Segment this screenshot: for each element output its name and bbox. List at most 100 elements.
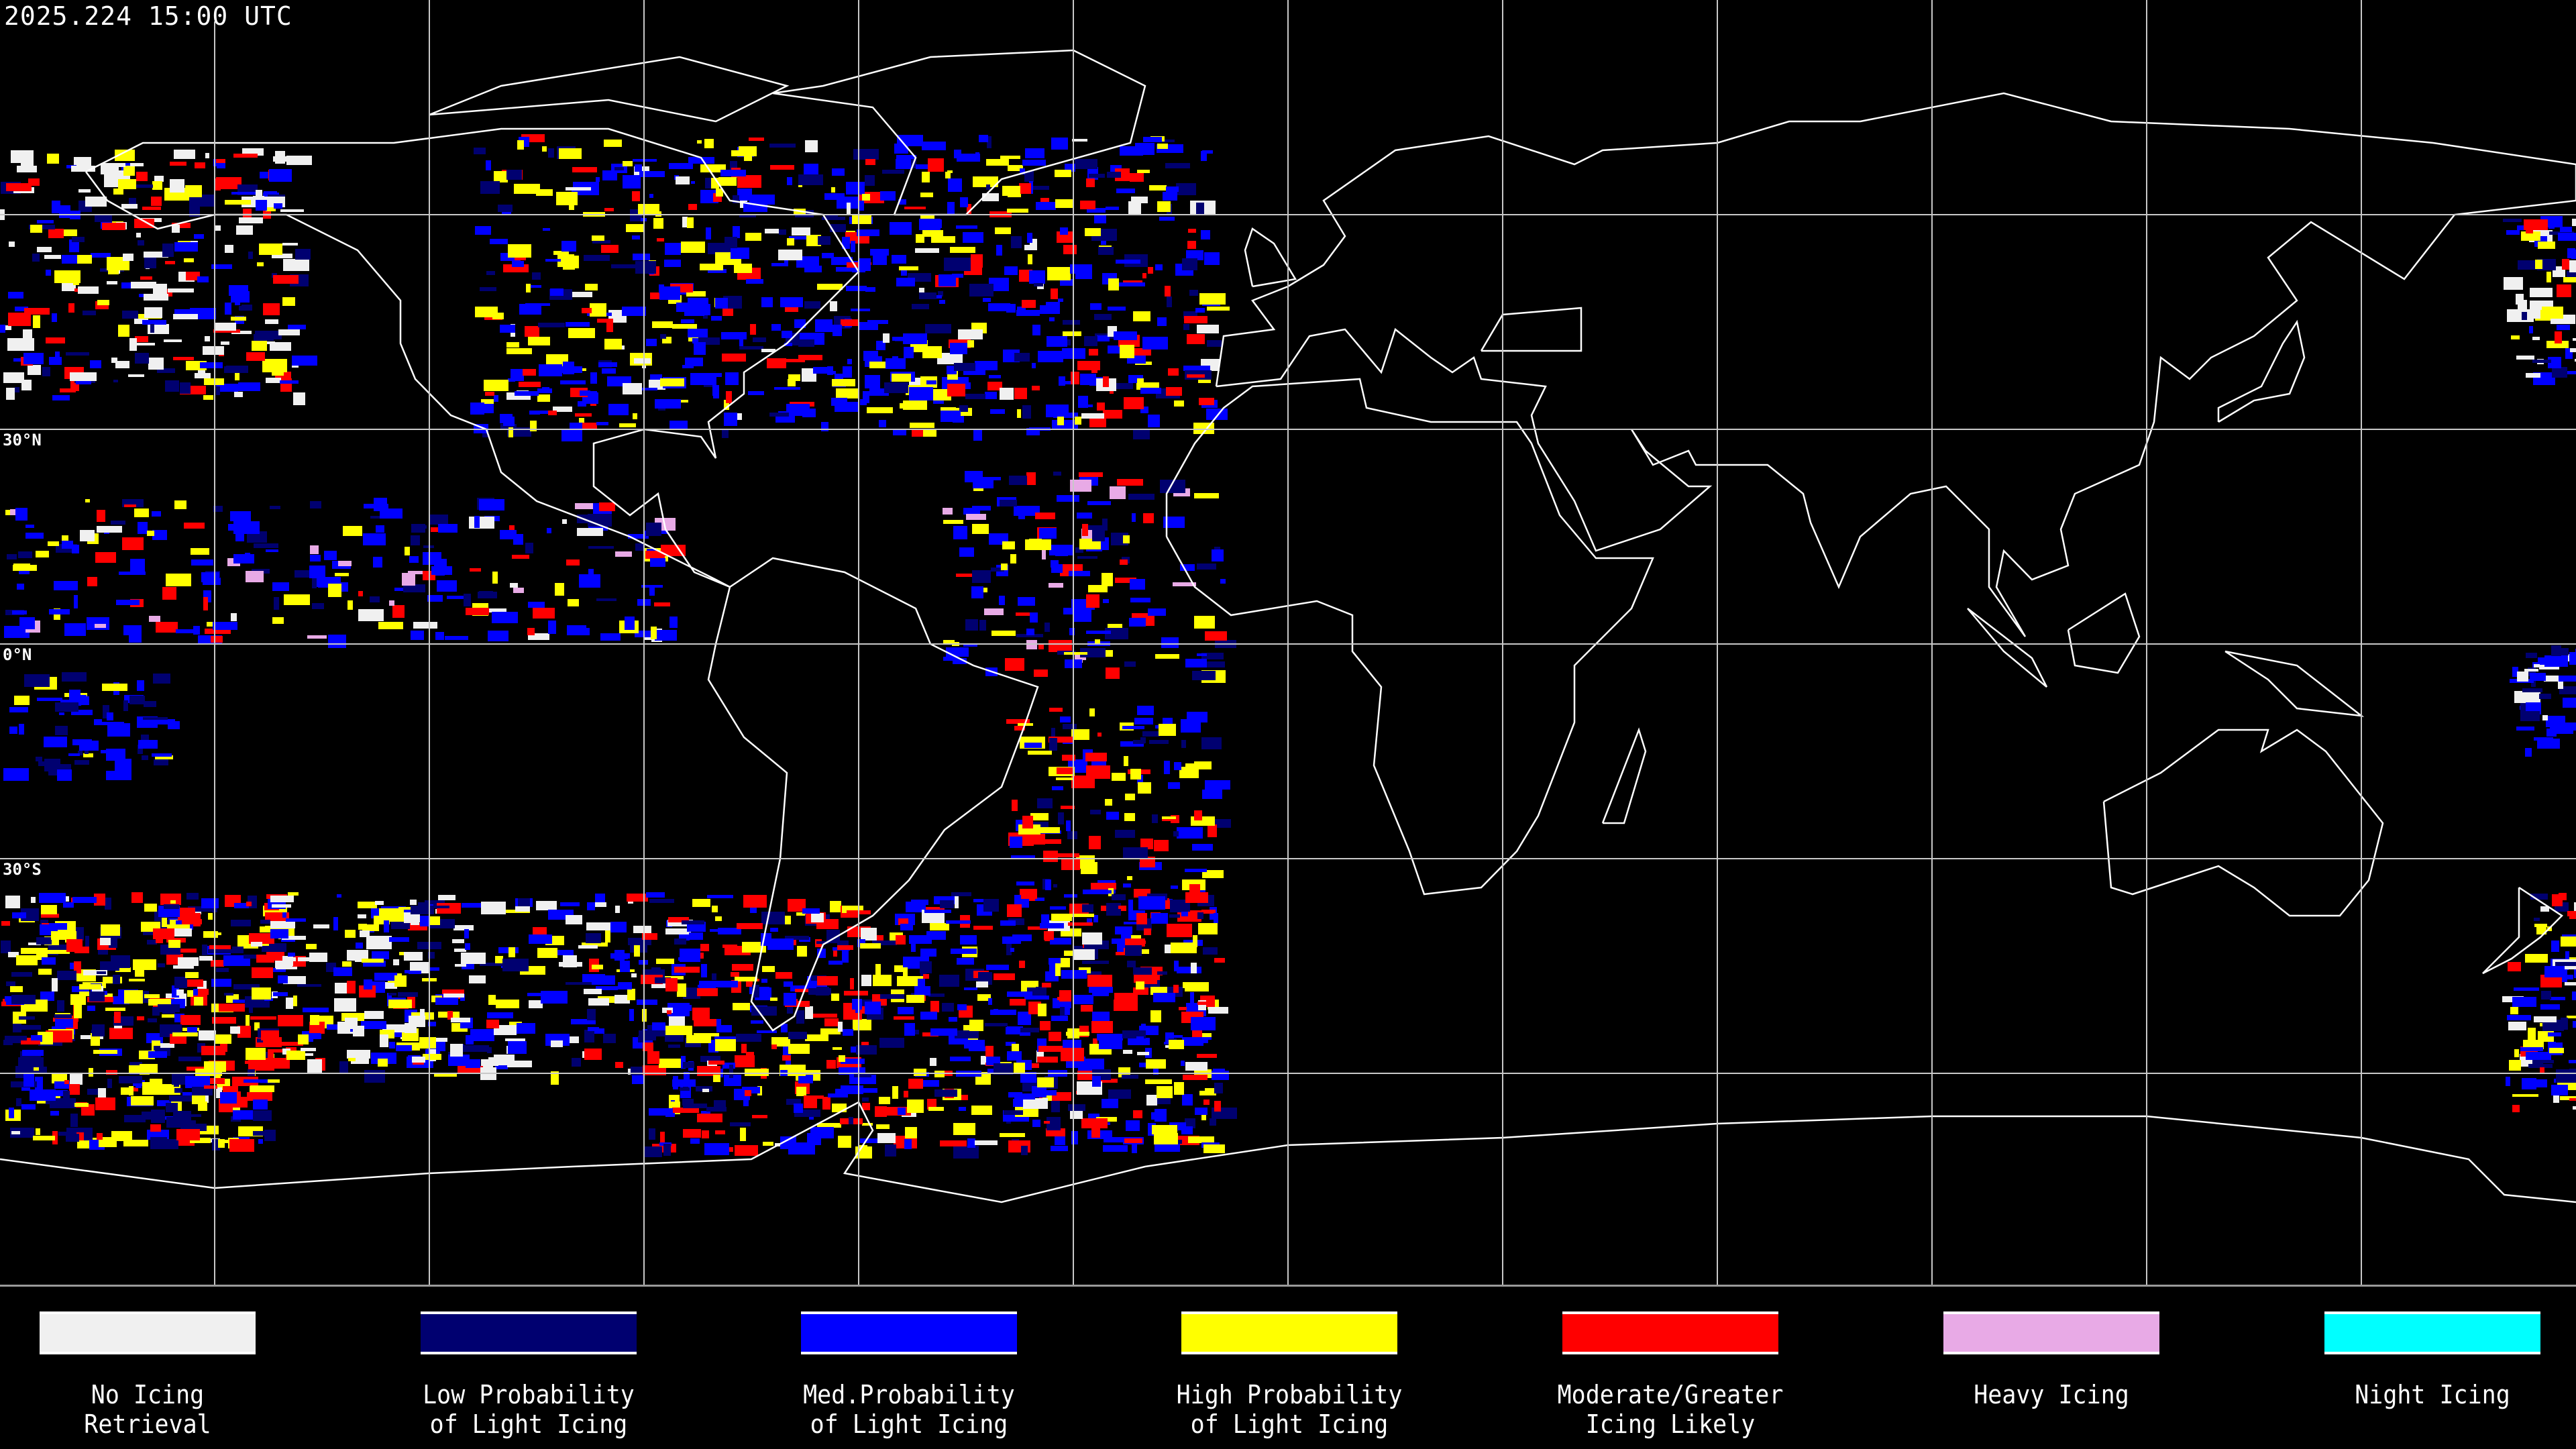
icing-pixel [49, 357, 62, 365]
icing-pixel [955, 896, 959, 908]
icing-pixel [950, 343, 967, 354]
legend: No Icing Retrieval Low Probability of Li… [0, 1286, 2576, 1449]
icing-pixel [1038, 1046, 1065, 1052]
icing-pixel [201, 1046, 225, 1055]
icing-pixel [275, 961, 283, 968]
icing-map[interactable] [0, 0, 2576, 1285]
icing-pixel [619, 423, 636, 427]
icing-pixel [1151, 913, 1168, 924]
icing-pixel [972, 570, 991, 583]
icing-pixel [951, 892, 971, 896]
icing-pixel [49, 609, 70, 614]
icing-pixel [142, 1112, 159, 1120]
icing-pixel [1137, 1052, 1149, 1055]
icing-pixel [225, 200, 251, 205]
icing-pixel [152, 181, 162, 190]
icing-pixel [635, 164, 642, 172]
lat-label-30n: 30°N [3, 431, 42, 449]
icing-pixel [922, 230, 943, 237]
icing-pixel [761, 979, 767, 983]
icing-pixel [810, 1127, 834, 1138]
icing-pixel [802, 368, 816, 382]
icing-pixel [1018, 508, 1025, 519]
icing-pixel [500, 424, 517, 429]
icing-pixel [712, 973, 716, 980]
icing-pixel [952, 274, 963, 278]
icing-pixel [1091, 1021, 1113, 1033]
icing-pixel [46, 337, 65, 343]
icing-pixel [466, 608, 489, 615]
icing-pixel [1110, 486, 1126, 499]
icing-pixel [537, 394, 550, 402]
icing-pixel [486, 608, 506, 612]
icing-pixel [364, 1011, 384, 1019]
icing-pixel [470, 1029, 494, 1041]
icing-pixel [178, 949, 197, 953]
icing-pixel [199, 956, 213, 961]
icing-pixel [188, 906, 213, 912]
icing-pixel [19, 1016, 35, 1020]
icing-pixel [761, 349, 775, 352]
icing-pixel [814, 1095, 824, 1099]
icing-pixel [144, 257, 156, 268]
icing-pixel [1120, 741, 1144, 747]
icing-pixel [682, 920, 704, 924]
icing-pixel [938, 219, 942, 228]
icing-pixel [694, 342, 706, 355]
icing-pixel [857, 1088, 877, 1093]
icing-pixel [6, 388, 15, 400]
icing-pixel [243, 209, 252, 218]
icing-pixel [116, 600, 140, 605]
icing-pixel [362, 959, 384, 963]
icing-pixel [804, 301, 820, 309]
icing-pixel [1014, 353, 1030, 362]
icing-pixel [22, 1050, 44, 1056]
icing-pixel [452, 939, 464, 943]
icing-pixel [273, 992, 288, 996]
icing-pixel [106, 1070, 117, 1075]
icing-pixel [1016, 881, 1034, 885]
icing-pixel [1082, 904, 1093, 912]
icing-pixel [201, 572, 219, 582]
icing-pixel [283, 976, 306, 984]
icing-pixel [780, 297, 803, 307]
icing-pixel [1201, 230, 1210, 239]
icing-pixel [769, 413, 789, 417]
icing-pixel [949, 1017, 957, 1022]
icing-pixel [941, 411, 961, 422]
icing-pixel [596, 986, 618, 990]
icing-pixel [785, 936, 809, 940]
icing-pixel [119, 1076, 142, 1083]
icing-pixel [917, 429, 936, 437]
icing-pixel [23, 1074, 34, 1087]
icing-pixel [1079, 472, 1103, 477]
icing-pixel [9, 1108, 14, 1118]
icing-pixel [1078, 396, 1088, 408]
legend-label: Moderate/Greater Icing Likely [1557, 1380, 1784, 1439]
icing-pixel [743, 895, 767, 908]
icing-pixel [1060, 227, 1068, 235]
icing-pixel [964, 987, 977, 990]
icing-pixel [269, 169, 292, 182]
legend-item-med-probability: Med.Probability of Light Icing [768, 1311, 1050, 1439]
icing-pixel [661, 545, 686, 556]
icing-pixel [1036, 202, 1056, 210]
icing-pixel [195, 373, 211, 378]
icing-pixel [957, 1004, 967, 1010]
icing-pixel [601, 245, 619, 253]
icing-pixel [546, 354, 568, 365]
icing-pixel [150, 1137, 167, 1149]
icing-pixel [1121, 932, 1131, 940]
icing-pixel [138, 522, 148, 534]
icing-pixel [1059, 376, 1065, 386]
icing-pixel [1173, 985, 1179, 993]
icing-pixel [746, 981, 753, 987]
icing-pixel [1134, 889, 1150, 898]
icing-pixel [2514, 987, 2539, 991]
icing-pixel [1089, 419, 1106, 427]
icing-pixel [109, 1028, 133, 1039]
coastline-new-guinea [2224, 650, 2365, 717]
icing-pixel [1214, 1101, 1221, 1112]
icing-pixel [1159, 724, 1176, 736]
icing-pixel [2529, 326, 2533, 333]
